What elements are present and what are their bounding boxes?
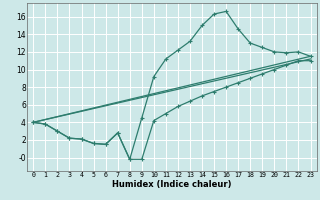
X-axis label: Humidex (Indice chaleur): Humidex (Indice chaleur) xyxy=(112,180,232,189)
